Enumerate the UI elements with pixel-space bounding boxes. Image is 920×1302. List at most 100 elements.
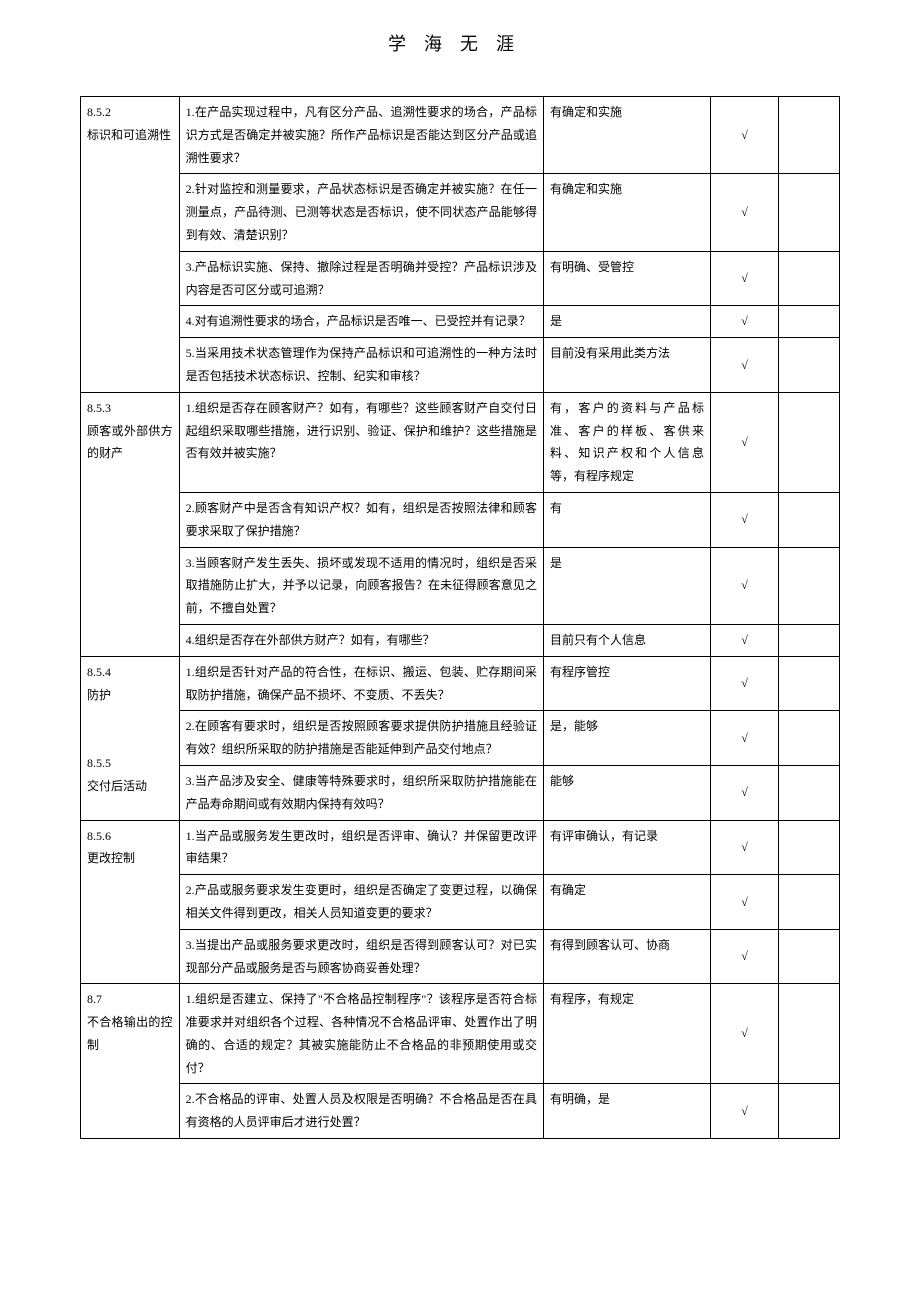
answer-cell: 有程序管控 xyxy=(543,656,710,711)
question-cell: 2.不合格品的评审、处置人员及权限是否明确？不合格品是否在具有资格的人员评审后才… xyxy=(179,1084,543,1139)
extra-cell xyxy=(779,765,840,820)
answer-cell: 有程序，有规定 xyxy=(543,984,710,1084)
question-cell: 3.当产品涉及安全、健康等特殊要求时，组织所采取防护措施能在产品寿命期间或有效期… xyxy=(179,765,543,820)
check-icon: √ xyxy=(741,633,748,647)
question-cell: 3.当顾客财产发生丢失、损坏或发现不适用的情况时，组织是否采取措施防止扩大，并予… xyxy=(179,547,543,624)
check-cell: √ xyxy=(710,820,778,875)
question-cell: 2.产品或服务要求发生变更时，组织是否确定了变更过程，以确保相关文件得到更改，相… xyxy=(179,875,543,930)
table-row: 3.产品标识实施、保持、撤除过程是否明确并受控？产品标识涉及内容是否可区分或可追… xyxy=(81,251,840,306)
answer-cell: 有确定和实施 xyxy=(543,174,710,251)
check-icon: √ xyxy=(741,731,748,745)
extra-cell xyxy=(779,929,840,984)
check-icon: √ xyxy=(741,314,748,328)
question-cell: 1.在产品实现过程中，凡有区分产品、追溯性要求的场合，产品标识方式是否确定并被实… xyxy=(179,97,543,174)
answer-cell: 是 xyxy=(543,547,710,624)
check-icon: √ xyxy=(741,1104,748,1118)
answer-cell: 目前没有采用此类方法 xyxy=(543,338,710,393)
extra-cell xyxy=(779,251,840,306)
question-cell: 1.组织是否建立、保持了"不合格品控制程序"？该程序是否符合标准要求并对组织各个… xyxy=(179,984,543,1084)
answer-cell: 目前只有个人信息 xyxy=(543,624,710,656)
section-cell: 8.5.6 更改控制 xyxy=(81,820,180,984)
extra-cell xyxy=(779,338,840,393)
section-cell: 8.5.4 防护 8.5.5 交付后活动 xyxy=(81,656,180,820)
section-cell: 8.5.2 标识和可追溯性 xyxy=(81,97,180,393)
check-cell: √ xyxy=(710,306,778,338)
check-icon: √ xyxy=(741,435,748,449)
question-cell: 2.在顾客有要求时，组织是否按照顾客要求提供防护措施且经验证有效？组织所采取的防… xyxy=(179,711,543,766)
check-icon: √ xyxy=(741,785,748,799)
check-icon: √ xyxy=(741,578,748,592)
question-cell: 1.组织是否存在顾客财产？如有，有哪些？这些顾客财产自交付日起组织采取哪些措施，… xyxy=(179,392,543,492)
audit-table: 8.5.2 标识和可追溯性1.在产品实现过程中，凡有区分产品、追溯性要求的场合，… xyxy=(80,96,840,1139)
extra-cell xyxy=(779,392,840,492)
check-icon: √ xyxy=(741,205,748,219)
check-cell: √ xyxy=(710,97,778,174)
check-icon: √ xyxy=(741,512,748,526)
answer-cell: 有确定和实施 xyxy=(543,97,710,174)
extra-cell xyxy=(779,820,840,875)
table-row: 3.当顾客财产发生丢失、损坏或发现不适用的情况时，组织是否采取措施防止扩大，并予… xyxy=(81,547,840,624)
check-icon: √ xyxy=(741,1026,748,1040)
table-row: 8.5.2 标识和可追溯性1.在产品实现过程中，凡有区分产品、追溯性要求的场合，… xyxy=(81,97,840,174)
question-cell: 3.产品标识实施、保持、撤除过程是否明确并受控？产品标识涉及内容是否可区分或可追… xyxy=(179,251,543,306)
question-cell: 4.对有追溯性要求的场合，产品标识是否唯一、已受控并有记录？ xyxy=(179,306,543,338)
table-row: 2.顾客财产中是否含有知识产权？如有，组织是否按照法律和顾客要求采取了保护措施？… xyxy=(81,492,840,547)
check-cell: √ xyxy=(710,929,778,984)
check-cell: √ xyxy=(710,984,778,1084)
question-cell: 1.组织是否针对产品的符合性，在标识、搬运、包装、贮存期间采取防护措施，确保产品… xyxy=(179,656,543,711)
extra-cell xyxy=(779,492,840,547)
section-cell: 8.5.3 顾客或外部供方的财产 xyxy=(81,392,180,656)
answer-cell: 有明确，是 xyxy=(543,1084,710,1139)
check-cell: √ xyxy=(710,251,778,306)
answer-cell: 有明确、受管控 xyxy=(543,251,710,306)
question-cell: 5.当采用技术状态管理作为保持产品标识和可追溯性的一种方法时是否包括技术状态标识… xyxy=(179,338,543,393)
check-cell: √ xyxy=(710,624,778,656)
question-cell: 1.当产品或服务发生更改时，组织是否评审、确认？并保留更改评审结果？ xyxy=(179,820,543,875)
check-cell: √ xyxy=(710,392,778,492)
extra-cell xyxy=(779,711,840,766)
page-title: 学海无涯 xyxy=(80,30,840,56)
table-row: 5.当采用技术状态管理作为保持产品标识和可追溯性的一种方法时是否包括技术状态标识… xyxy=(81,338,840,393)
check-cell: √ xyxy=(710,338,778,393)
table-row: 8.5.6 更改控制1.当产品或服务发生更改时，组织是否评审、确认？并保留更改评… xyxy=(81,820,840,875)
table-row: 8.7 不合格输出的控制1.组织是否建立、保持了"不合格品控制程序"？该程序是否… xyxy=(81,984,840,1084)
extra-cell xyxy=(779,306,840,338)
extra-cell xyxy=(779,547,840,624)
answer-cell: 能够 xyxy=(543,765,710,820)
answer-cell: 是 xyxy=(543,306,710,338)
section-cell: 8.7 不合格输出的控制 xyxy=(81,984,180,1139)
extra-cell xyxy=(779,984,840,1084)
extra-cell xyxy=(779,624,840,656)
check-icon: √ xyxy=(741,949,748,963)
extra-cell xyxy=(779,656,840,711)
check-icon: √ xyxy=(741,840,748,854)
check-cell: √ xyxy=(710,1084,778,1139)
answer-cell: 有得到顾客认可、协商 xyxy=(543,929,710,984)
check-icon: √ xyxy=(741,128,748,142)
answer-cell: 有，客户的资料与产品标准、客户的样板、客供来料、知识产权和个人信息等，有程序规定 xyxy=(543,392,710,492)
question-cell: 2.针对监控和测量要求，产品状态标识是否确定并被实施？在任一测量点，产品待测、已… xyxy=(179,174,543,251)
table-row: 3.当提出产品或服务要求更改时，组织是否得到顾客认可？对已实现部分产品或服务是否… xyxy=(81,929,840,984)
check-cell: √ xyxy=(710,711,778,766)
check-cell: √ xyxy=(710,547,778,624)
table-row: 2.在顾客有要求时，组织是否按照顾客要求提供防护措施且经验证有效？组织所采取的防… xyxy=(81,711,840,766)
table-row: 2.针对监控和测量要求，产品状态标识是否确定并被实施？在任一测量点，产品待测、已… xyxy=(81,174,840,251)
check-icon: √ xyxy=(741,895,748,909)
answer-cell: 有评审确认，有记录 xyxy=(543,820,710,875)
table-row: 3.当产品涉及安全、健康等特殊要求时，组织所采取防护措施能在产品寿命期间或有效期… xyxy=(81,765,840,820)
extra-cell xyxy=(779,97,840,174)
table-row: 4.对有追溯性要求的场合，产品标识是否唯一、已受控并有记录？是 √ xyxy=(81,306,840,338)
answer-cell: 是，能够 xyxy=(543,711,710,766)
check-icon: √ xyxy=(741,358,748,372)
table-row: 8.5.4 防护 8.5.5 交付后活动1.组织是否针对产品的符合性，在标识、搬… xyxy=(81,656,840,711)
question-cell: 2.顾客财产中是否含有知识产权？如有，组织是否按照法律和顾客要求采取了保护措施？ xyxy=(179,492,543,547)
check-cell: √ xyxy=(710,875,778,930)
check-icon: √ xyxy=(741,676,748,690)
table-row: 2.不合格品的评审、处置人员及权限是否明确？不合格品是否在具有资格的人员评审后才… xyxy=(81,1084,840,1139)
table-row: 4.组织是否存在外部供方财产？如有，有哪些？目前只有个人信息 √ xyxy=(81,624,840,656)
check-cell: √ xyxy=(710,174,778,251)
extra-cell xyxy=(779,875,840,930)
check-cell: √ xyxy=(710,656,778,711)
table-row: 8.5.3 顾客或外部供方的财产1.组织是否存在顾客财产？如有，有哪些？这些顾客… xyxy=(81,392,840,492)
question-cell: 4.组织是否存在外部供方财产？如有，有哪些？ xyxy=(179,624,543,656)
